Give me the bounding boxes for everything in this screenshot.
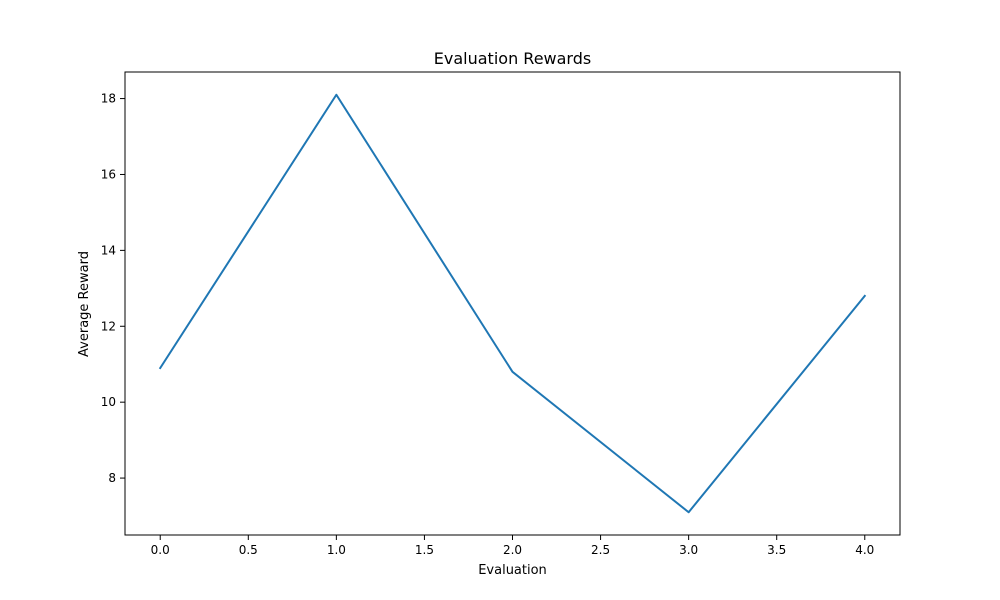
x-tick-label: 3.0 <box>679 543 698 557</box>
y-tick-label: 12 <box>101 319 116 333</box>
x-tick-label: 1.0 <box>327 543 346 557</box>
x-tick-label: 4.0 <box>855 543 874 557</box>
x-tick-label: 0.5 <box>239 543 258 557</box>
x-tick-label: 1.5 <box>415 543 434 557</box>
y-tick-label: 8 <box>108 471 116 485</box>
series-line-0 <box>158 93 867 514</box>
x-tick-label: 3.5 <box>767 543 786 557</box>
x-tick-label: 2.5 <box>591 543 610 557</box>
plot-area: 0.0 0.5 1.0 1.5 2.0 2.5 3.0 3.5 4.0 8 10 12 14 16 18 <box>101 71 901 557</box>
y-tick-label: 18 <box>101 92 116 106</box>
y-tick-label: 10 <box>101 395 116 409</box>
x-axis-label: Evaluation <box>478 563 547 578</box>
y-tick-label: 14 <box>101 243 116 257</box>
y-tick-label: 16 <box>101 167 116 181</box>
x-tick-label: 2.0 <box>503 543 522 557</box>
y-axis-label: Average Reward <box>77 251 92 357</box>
x-tick-label: 0.0 <box>151 543 170 557</box>
chart-title: Evaluation Rewards <box>434 49 591 68</box>
